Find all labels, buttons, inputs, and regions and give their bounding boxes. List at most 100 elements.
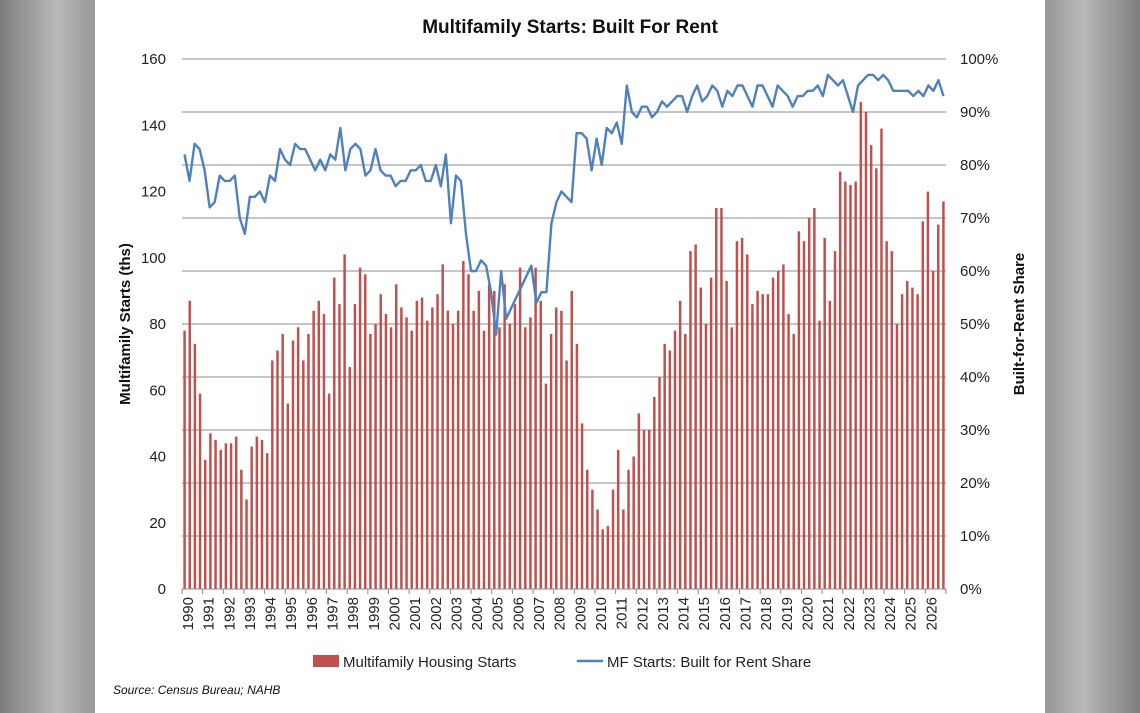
x-tick-label: 2003 — [448, 597, 465, 630]
x-tick-label: 2021 — [820, 597, 837, 630]
bar — [900, 294, 904, 589]
bar — [818, 320, 821, 589]
bar — [410, 330, 413, 590]
bar — [271, 360, 274, 589]
bar — [250, 446, 253, 589]
bar — [869, 145, 873, 590]
bar — [534, 267, 537, 589]
bar — [895, 324, 899, 589]
x-tick-label: 1998 — [345, 597, 362, 630]
bar — [678, 300, 682, 589]
bar — [658, 377, 661, 589]
right-axis-label: Built-for-Rent Share — [1011, 253, 1028, 396]
bar — [462, 261, 465, 589]
bar — [906, 280, 909, 589]
bar — [555, 307, 558, 589]
bar — [477, 290, 481, 590]
bar — [518, 267, 522, 589]
left-tick-label: 40 — [149, 449, 166, 466]
bar — [844, 181, 847, 589]
bar — [364, 274, 367, 589]
right-tick-label: 0% — [960, 581, 982, 598]
right-tick-label: 90% — [960, 104, 990, 121]
left-tick-label: 0 — [158, 581, 166, 598]
x-tick-label: 1991 — [201, 597, 218, 630]
bar — [668, 350, 672, 589]
axes — [181, 588, 947, 594]
bar — [203, 459, 207, 589]
bar — [776, 271, 780, 589]
bar — [276, 350, 279, 589]
bar — [549, 333, 553, 589]
bar — [281, 333, 284, 589]
legend-label-line: MF Starts: Built for Rent Share — [607, 654, 811, 671]
x-tick-label: 2000 — [386, 597, 403, 630]
x-tick-label: 2018 — [758, 597, 775, 630]
bar — [787, 314, 790, 589]
x-tick-label: 1996 — [304, 597, 321, 630]
x-tick-label: 2001 — [407, 597, 424, 630]
bar — [544, 383, 548, 590]
bar — [374, 324, 377, 589]
x-tick-label: 2004 — [469, 597, 486, 630]
bar — [529, 317, 532, 590]
bar — [751, 304, 754, 590]
x-tick-label: 1997 — [325, 597, 342, 630]
bar — [317, 300, 321, 589]
bar — [885, 241, 888, 589]
bar — [487, 284, 491, 589]
bar — [859, 102, 863, 589]
bar — [756, 290, 759, 590]
bar — [740, 237, 744, 590]
bar — [838, 171, 842, 590]
bar — [642, 430, 646, 589]
bar — [735, 241, 739, 589]
bar — [255, 436, 259, 590]
share-line — [183, 73, 945, 336]
left-axis-ticks: 0 20 40 60 80 100 120 140 160 — [141, 51, 166, 598]
bar — [720, 208, 723, 589]
bar — [560, 310, 563, 589]
left-tick-label: 20 — [149, 515, 166, 532]
bar — [828, 300, 832, 589]
bar — [240, 469, 243, 589]
x-tick-label: 2024 — [882, 597, 899, 630]
right-tick-label: 100% — [960, 51, 998, 68]
bar — [596, 509, 599, 589]
bar — [591, 489, 594, 590]
bar — [565, 360, 568, 589]
bar — [343, 254, 346, 589]
bar — [312, 310, 315, 589]
bar — [193, 343, 197, 590]
x-tick-label: 2006 — [510, 597, 527, 630]
bar — [704, 324, 708, 589]
bar — [229, 443, 233, 589]
x-tick-label: 2011 — [614, 597, 631, 629]
bar — [715, 208, 718, 589]
bar — [358, 267, 362, 589]
bar — [338, 304, 341, 590]
bar — [513, 304, 517, 590]
bar — [813, 208, 816, 589]
bar — [245, 499, 248, 589]
bar — [849, 184, 852, 590]
bar — [441, 264, 444, 590]
x-tick-label: 2005 — [490, 597, 507, 630]
x-tick-label: 2008 — [552, 597, 569, 630]
bar — [322, 314, 326, 589]
bar — [508, 324, 512, 589]
right-tick-label: 10% — [960, 528, 990, 545]
bar — [931, 271, 935, 589]
bar — [472, 310, 475, 589]
x-tick-label: 1995 — [283, 597, 300, 630]
bar — [575, 343, 579, 590]
x-tick-label: 1992 — [221, 597, 238, 630]
x-tick-label: 2012 — [634, 597, 651, 630]
bar — [926, 191, 930, 589]
x-axis-ticks: 1990 1991 1992 1993 1994 1995 1996 1997 1998 1999… — [180, 597, 940, 630]
bar — [493, 290, 496, 590]
bar — [792, 333, 795, 589]
x-tick-label: 2025 — [903, 597, 920, 630]
bar — [694, 244, 697, 589]
bar — [456, 310, 460, 589]
